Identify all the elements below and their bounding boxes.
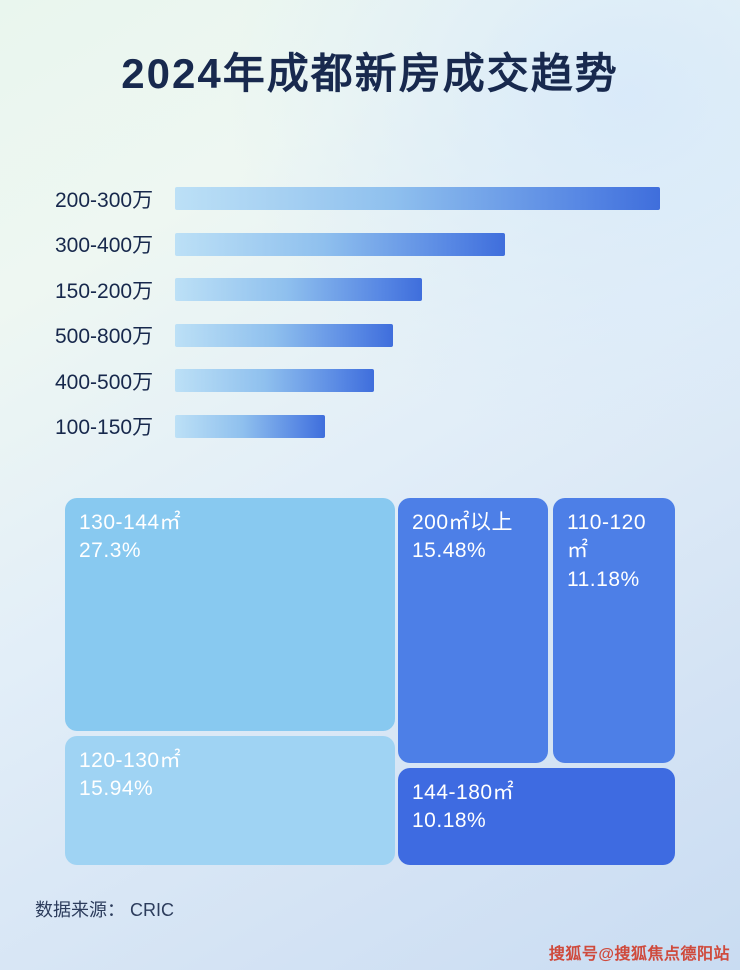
bar-200-300 <box>175 187 660 210</box>
treemap-block-144-180: 144-180㎡ 10.18% <box>398 768 675 865</box>
bar-chart: 200-300万 300-400万 150-200万 500-800万 400-… <box>55 187 660 460</box>
bar-track <box>175 278 660 301</box>
bar-row: 300-400万 <box>55 232 660 257</box>
bar-500-800 <box>175 323 394 347</box>
treemap-label: 144-180㎡ <box>412 781 515 804</box>
bar-row: 400-500万 <box>55 369 660 394</box>
bar-row: 150-200万 <box>55 278 660 303</box>
treemap-percent: 15.48% <box>412 539 487 563</box>
bar-row: 100-150万 <box>55 414 660 439</box>
treemap-block-120-130: 120-130㎡ 15.94% <box>65 736 395 865</box>
bar-100-150 <box>175 414 326 438</box>
bar-track <box>175 232 660 256</box>
bar-category-label: 500-800万 <box>55 325 154 348</box>
bar-row: 200-300万 <box>55 187 660 212</box>
treemap-label: 110-120㎡ <box>567 511 647 563</box>
treemap-block-200-plus: 200㎡以上 15.48% <box>398 498 548 763</box>
bar-400-500 <box>175 369 374 392</box>
treemap-label: 120-130㎡ <box>79 749 182 772</box>
treemap-percent: 15.94% <box>79 777 154 801</box>
treemap-block-130-144: 130-144㎡ 27.3% <box>65 498 395 731</box>
watermark-text: 搜狐号@搜狐焦点德阳站 <box>548 946 730 963</box>
treemap-block-110-120: 110-120㎡ 11.18% <box>553 498 675 763</box>
treemap-label: 200㎡以上 <box>412 511 514 534</box>
bar-category-label: 300-400万 <box>55 234 154 257</box>
bar-row: 500-800万 <box>55 323 660 348</box>
data-source-note: 数据来源： CRIC <box>35 900 174 920</box>
page-title: 2024年成都新房成交趋势 <box>121 50 619 97</box>
treemap-percent: 11.18% <box>567 567 640 591</box>
bar-category-label: 100-150万 <box>55 416 154 439</box>
bar-category-label: 150-200万 <box>55 279 154 303</box>
bar-track <box>175 369 660 392</box>
treemap-chart: 130-144㎡ 27.3% 120-130㎡ 15.94% 200㎡以上 15… <box>65 498 675 865</box>
bar-category-label: 200-300万 <box>55 188 154 212</box>
bar-150-200 <box>175 278 423 301</box>
bar-track <box>175 414 660 438</box>
treemap-percent: 10.18% <box>412 809 487 833</box>
bar-track <box>175 323 660 347</box>
bar-300-400 <box>175 232 505 256</box>
bar-track <box>175 187 660 210</box>
treemap-label: 130-144㎡ <box>79 511 182 534</box>
treemap-percent: 27.3% <box>79 539 142 563</box>
bar-category-label: 400-500万 <box>55 370 154 394</box>
